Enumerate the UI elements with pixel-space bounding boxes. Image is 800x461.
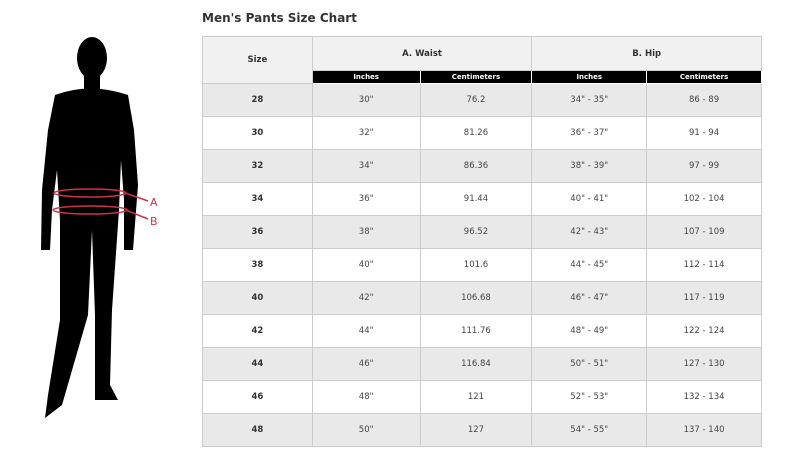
cell-hip-inches: 54" - 55" (531, 413, 648, 447)
cell-waist-cm: 111.76 (419, 314, 533, 348)
table-row: 30 32" 81.26 36" - 37" 91 - 94 (202, 116, 762, 150)
table-row: 38 40" 101.6 44" - 45" 112 - 114 (202, 248, 762, 282)
cell-hip-inches: 44" - 45" (531, 248, 648, 282)
cell-hip-inches: 50" - 51" (531, 347, 648, 381)
cell-hip-cm: 117 - 119 (646, 281, 762, 315)
cell-hip-cm: 132 - 134 (646, 380, 762, 414)
cell-waist-cm: 116.84 (419, 347, 533, 381)
subheader-hip-inches: Inches (531, 70, 648, 84)
cell-waist-cm: 121 (419, 380, 533, 414)
cell-size: 48 (202, 413, 313, 447)
cell-waist-inches: 46" (311, 347, 421, 381)
header-hip: B. Hip (531, 36, 762, 71)
cell-size: 28 (202, 83, 313, 117)
table-row: 34 36" 91.44 40" - 41" 102 - 104 (202, 182, 762, 216)
table-row: 32 34" 86.36 38" - 39" 97 - 99 (202, 149, 762, 183)
cell-waist-cm: 96.52 (419, 215, 533, 249)
cell-size: 44 (202, 347, 313, 381)
table-row: 44 46" 116.84 50" - 51" 127 - 130 (202, 347, 762, 381)
silhouette (41, 37, 138, 418)
table-row: 48 50" 127 54" - 55" 137 - 140 (202, 413, 762, 447)
cell-size: 34 (202, 182, 313, 216)
cell-hip-cm: 112 - 114 (646, 248, 762, 282)
header-waist: A. Waist (311, 36, 533, 71)
cell-hip-inches: 40" - 41" (531, 182, 648, 216)
cell-waist-inches: 40" (311, 248, 421, 282)
cell-hip-cm: 86 - 89 (646, 83, 762, 117)
cell-size: 36 (202, 215, 313, 249)
cell-waist-cm: 86.36 (419, 149, 533, 183)
cell-waist-inches: 42" (311, 281, 421, 315)
size-chart-table: Size A. Waist B. Hip Inches Centimeters … (202, 36, 762, 447)
table-row: 28 30" 76.2 34" - 35" 86 - 89 (202, 83, 762, 117)
cell-waist-cm: 76.2 (419, 83, 533, 117)
cell-size: 42 (202, 314, 313, 348)
cell-size: 32 (202, 149, 313, 183)
page-title: Men's Pants Size Chart (202, 11, 357, 25)
body-silhouette-figure: A B (41, 37, 158, 418)
cell-hip-cm: 107 - 109 (646, 215, 762, 249)
cell-waist-inches: 48" (311, 380, 421, 414)
label-b: B (150, 215, 158, 228)
cell-hip-cm: 122 - 124 (646, 314, 762, 348)
cell-waist-inches: 34" (311, 149, 421, 183)
cell-waist-cm: 127 (419, 413, 533, 447)
cell-hip-inches: 46" - 47" (531, 281, 648, 315)
cell-hip-inches: 42" - 43" (531, 215, 648, 249)
cell-size: 30 (202, 116, 313, 150)
table-row: 46 48" 121 52" - 53" 132 - 134 (202, 380, 762, 414)
header-size: Size (202, 36, 313, 84)
cell-hip-cm: 97 - 99 (646, 149, 762, 183)
cell-waist-inches: 32" (311, 116, 421, 150)
cell-waist-inches: 36" (311, 182, 421, 216)
cell-hip-inches: 38" - 39" (531, 149, 648, 183)
cell-hip-inches: 48" - 49" (531, 314, 648, 348)
cell-waist-inches: 38" (311, 215, 421, 249)
cell-waist-cm: 91.44 (419, 182, 533, 216)
cell-waist-inches: 30" (311, 83, 421, 117)
cell-waist-inches: 44" (311, 314, 421, 348)
cell-hip-cm: 137 - 140 (646, 413, 762, 447)
table-row: 40 42" 106.68 46" - 47" 117 - 119 (202, 281, 762, 315)
cell-waist-cm: 81.26 (419, 116, 533, 150)
cell-hip-inches: 36" - 37" (531, 116, 648, 150)
cell-hip-cm: 127 - 130 (646, 347, 762, 381)
cell-waist-inches: 50" (311, 413, 421, 447)
measure-lines (52, 188, 149, 220)
subheader-waist-cm: Centimeters (419, 70, 533, 84)
cell-waist-cm: 106.68 (419, 281, 533, 315)
table-row: 36 38" 96.52 42" - 43" 107 - 109 (202, 215, 762, 249)
cell-size: 46 (202, 380, 313, 414)
cell-size: 40 (202, 281, 313, 315)
cell-size: 38 (202, 248, 313, 282)
subheader-waist-inches: Inches (311, 70, 421, 84)
cell-waist-cm: 101.6 (419, 248, 533, 282)
cell-hip-cm: 91 - 94 (646, 116, 762, 150)
label-a: A (150, 196, 158, 209)
cell-hip-cm: 102 - 104 (646, 182, 762, 216)
cell-hip-inches: 52" - 53" (531, 380, 648, 414)
table-row: 42 44" 111.76 48" - 49" 122 - 124 (202, 314, 762, 348)
subheader-hip-cm: Centimeters (646, 70, 762, 84)
cell-hip-inches: 34" - 35" (531, 83, 648, 117)
